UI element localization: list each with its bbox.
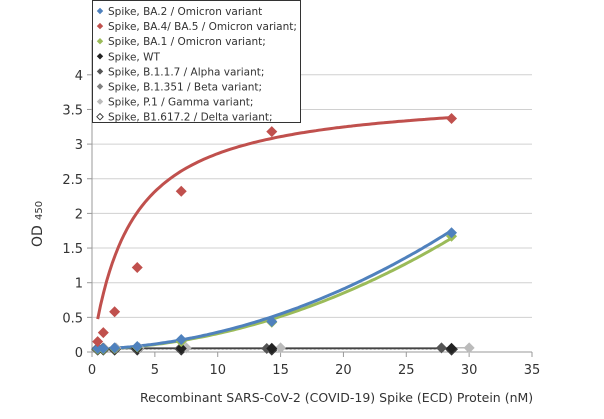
data-point xyxy=(92,336,104,348)
data-point xyxy=(175,343,187,355)
data-point xyxy=(275,342,287,354)
data-point xyxy=(131,261,143,273)
y-tick-label: 2.5 xyxy=(62,173,83,188)
y-tick-label: 0 xyxy=(75,346,83,361)
legend-marker xyxy=(96,53,104,60)
x-tick-label: 0 xyxy=(88,363,96,378)
legend-marker xyxy=(96,98,104,105)
legend-marker xyxy=(96,38,104,45)
fit-curves xyxy=(96,116,470,351)
legend-label: Spike, B1.617.2 / Delta variant; xyxy=(108,112,273,124)
data-point xyxy=(266,126,278,138)
y-axis-label-sub: 450 xyxy=(34,201,45,220)
x-tick-label: 35 xyxy=(524,363,541,378)
y-tick-label: 0.5 xyxy=(62,311,83,326)
data-point xyxy=(131,340,143,352)
fit-curve xyxy=(97,229,453,351)
y-tick-label: 1 xyxy=(75,277,83,292)
x-tick-label: 15 xyxy=(272,363,289,378)
y-tick-label: 2 xyxy=(75,207,83,222)
data-point xyxy=(266,316,278,328)
legend-label: Spike, P.1 / Gamma variant; xyxy=(108,97,253,109)
axes: 0 0.5 1 1.5 2 2.5 3 3.5 4 0 5 10 15 20 25 30 35 xyxy=(62,40,540,378)
legend-label: Spike, B.1.1.7 / Alpha variant; xyxy=(108,66,264,78)
data-points xyxy=(91,112,475,356)
legend-label: Spike, BA.2 / Omicron variant xyxy=(108,6,262,18)
legend-label: Spike, BA.1 / Omicron variant; xyxy=(108,36,266,48)
x-tick-label: 20 xyxy=(335,363,352,378)
legend-marker xyxy=(96,83,104,90)
y-axis-label: OD 450 xyxy=(30,201,46,247)
legend-marker xyxy=(96,7,104,15)
y-tick-label: 3 xyxy=(75,138,83,153)
x-tick-label: 10 xyxy=(209,363,226,378)
x-tick-label: 5 xyxy=(151,363,159,378)
data-point xyxy=(97,343,109,355)
legend-box xyxy=(92,0,301,123)
x-axis-label: Recombinant SARS-CoV-2 (COVID-19) Spike … xyxy=(140,390,533,405)
data-point xyxy=(109,306,121,318)
data-point xyxy=(92,343,104,355)
data-point xyxy=(446,227,458,239)
fit-curve xyxy=(96,116,452,320)
legend-marker xyxy=(96,68,104,75)
fit-curve xyxy=(97,237,453,351)
x-tick-label: 30 xyxy=(461,363,478,378)
data-point xyxy=(175,334,187,346)
y-axis-label-main: OD xyxy=(30,225,46,247)
legend-label: Spike, B.1.351 / Beta variant; xyxy=(108,82,262,94)
data-point xyxy=(463,342,475,354)
x-tick-label: 25 xyxy=(398,363,415,378)
legend-label: Spike, BA.4/ BA.5 / Omicron variant; xyxy=(108,21,297,33)
data-point xyxy=(435,342,447,354)
legend: Spike, BA.2 / Omicron variant Spike, BA.4… xyxy=(92,0,301,124)
data-point xyxy=(97,327,109,339)
legend-label: Spike, WT xyxy=(108,51,160,63)
data-point xyxy=(446,343,458,355)
y-tick-label: 4 xyxy=(75,69,83,84)
y-tick-label: 3.5 xyxy=(62,103,83,118)
data-point xyxy=(109,342,121,354)
legend-marker xyxy=(96,112,104,121)
legend-marker xyxy=(96,22,104,30)
y-tick-label: 1.5 xyxy=(62,242,83,257)
data-point xyxy=(175,185,187,197)
data-point xyxy=(266,343,278,355)
data-point xyxy=(446,112,458,124)
